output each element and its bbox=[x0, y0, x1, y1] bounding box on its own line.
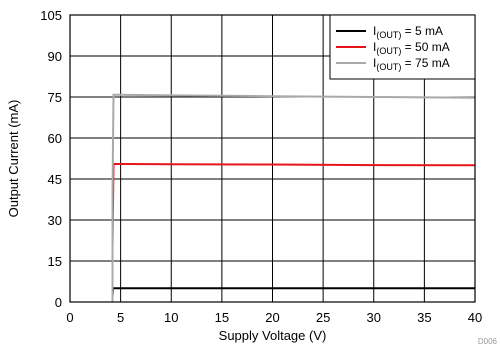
y-tick-label: 60 bbox=[48, 131, 62, 146]
watermark: D006 bbox=[478, 337, 498, 346]
x-tick-label: 20 bbox=[265, 310, 279, 325]
y-tick-label: 30 bbox=[48, 213, 62, 228]
x-tick-label: 25 bbox=[316, 310, 330, 325]
legend: I(OUT) = 5 mAI(OUT) = 50 mAI(OUT) = 75 m… bbox=[329, 14, 476, 80]
plot-frame bbox=[69, 14, 476, 303]
y-axis-title: Output Current (mA) bbox=[6, 100, 21, 218]
x-tick-label: 30 bbox=[367, 310, 381, 325]
series-line bbox=[111, 287, 475, 302]
x-tick-label: 5 bbox=[117, 310, 124, 325]
x-tick-label: 15 bbox=[215, 310, 229, 325]
series-line bbox=[111, 163, 476, 302]
series-line bbox=[111, 93, 476, 302]
legend-label: I(OUT) = 75 mA bbox=[373, 56, 450, 72]
tick-labels: 0 5 10 15 20 25 30 35 40 0 15 30 45 60 75 90 105 bbox=[40, 8, 482, 325]
y-tick-label: 75 bbox=[48, 90, 62, 105]
y-tick-label: 0 bbox=[55, 295, 62, 310]
series-group bbox=[111, 93, 476, 302]
x-tick-label: 0 bbox=[66, 310, 73, 325]
x-tick-label: 35 bbox=[417, 310, 431, 325]
y-tick-label: 105 bbox=[40, 8, 62, 23]
y-tick-label: 45 bbox=[48, 172, 62, 187]
x-axis-title: Supply Voltage (V) bbox=[219, 328, 327, 343]
x-tick-label: 10 bbox=[164, 310, 178, 325]
y-tick-label: 90 bbox=[48, 49, 62, 64]
y-tick-label: 15 bbox=[48, 254, 62, 269]
x-tick-label: 40 bbox=[468, 310, 482, 325]
